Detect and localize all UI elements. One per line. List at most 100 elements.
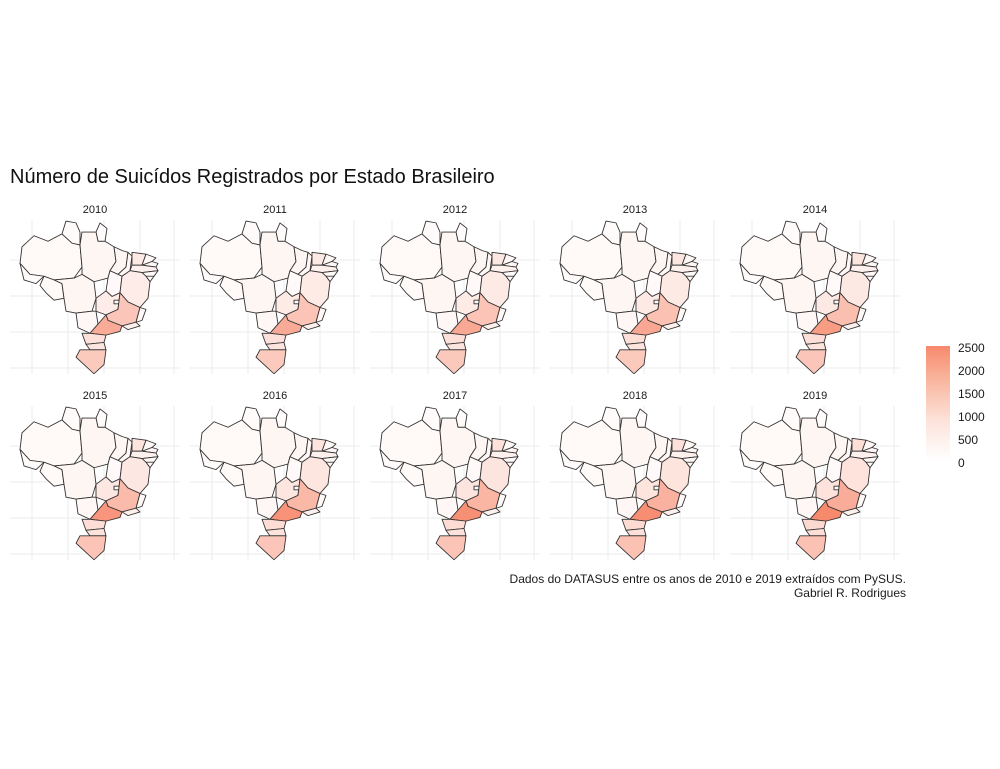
state-polygons xyxy=(19,220,159,375)
state-rr xyxy=(241,406,261,432)
state-ac xyxy=(559,448,585,471)
state-sp xyxy=(629,314,663,336)
state-ac xyxy=(199,262,225,285)
color-legend: 2500 2000 1500 1000 500 0 xyxy=(926,342,996,472)
state-pr xyxy=(801,518,827,531)
state-df xyxy=(833,299,840,305)
legend-tick-label: 1000 xyxy=(958,410,985,424)
state-rj xyxy=(481,507,501,517)
state-rj xyxy=(121,507,141,517)
state-rj xyxy=(841,321,861,331)
state-polygons xyxy=(739,406,879,561)
state-sp xyxy=(89,314,123,336)
facet-year-label: 2011 xyxy=(263,204,287,216)
brazil-map xyxy=(730,220,900,375)
state-sp xyxy=(269,314,303,336)
state-rj xyxy=(481,321,501,331)
state-es xyxy=(495,493,507,509)
map-panel-2015: 2015 xyxy=(10,388,180,561)
map-panel-2016: 2016 xyxy=(190,388,360,561)
state-sp xyxy=(89,500,123,522)
state-es xyxy=(855,493,867,509)
map-panel-2017: 2017 xyxy=(370,388,540,561)
state-df xyxy=(833,485,840,491)
caption-source: Dados do DATASUS entre os anos de 2010 e… xyxy=(509,572,906,586)
state-sp xyxy=(629,500,663,522)
state-rr xyxy=(601,406,621,432)
state-rr xyxy=(601,220,621,246)
state-rj xyxy=(841,507,861,517)
state-ac xyxy=(199,448,225,471)
state-sp xyxy=(449,314,483,336)
state-pr xyxy=(261,518,287,531)
map-panel-2018: 2018 xyxy=(550,388,720,561)
legend-tick-label: 1500 xyxy=(958,387,985,401)
state-polygons xyxy=(739,220,879,375)
state-rs xyxy=(615,535,647,561)
state-es xyxy=(675,307,687,323)
facet-year-label: 2016 xyxy=(262,390,288,402)
brazil-map xyxy=(730,406,900,561)
state-rr xyxy=(241,220,261,246)
state-pr xyxy=(81,518,107,531)
map-panel-2012: 2012 xyxy=(370,202,540,375)
state-df xyxy=(293,485,300,491)
facet-year-label: 2014 xyxy=(802,204,828,216)
legend-tick-label: 2000 xyxy=(958,364,985,378)
state-rr xyxy=(781,220,801,246)
state-polygons xyxy=(379,220,519,375)
state-rs xyxy=(75,349,107,375)
state-rr xyxy=(781,406,801,432)
state-rs xyxy=(255,349,287,375)
brazil-map xyxy=(550,220,720,375)
state-ac xyxy=(739,448,765,471)
state-es xyxy=(675,493,687,509)
state-pr xyxy=(621,332,647,345)
state-ac xyxy=(739,262,765,285)
state-rs xyxy=(615,349,647,375)
state-df xyxy=(113,299,120,305)
state-df xyxy=(473,485,480,491)
facet-year-label: 2015 xyxy=(82,390,108,402)
state-es xyxy=(135,307,147,323)
facet-year-label: 2012 xyxy=(442,204,468,216)
state-es xyxy=(855,307,867,323)
state-ac xyxy=(379,448,405,471)
brazil-map xyxy=(370,406,540,561)
legend-tick-label: 2500 xyxy=(958,341,985,355)
state-rs xyxy=(75,535,107,561)
facet-year-label: 2017 xyxy=(442,390,468,402)
state-polygons xyxy=(199,406,339,561)
state-ac xyxy=(19,262,45,285)
state-rs xyxy=(795,349,827,375)
state-rj xyxy=(301,507,321,517)
state-df xyxy=(473,299,480,305)
state-sp xyxy=(449,500,483,522)
state-rs xyxy=(255,535,287,561)
state-sp xyxy=(809,500,843,522)
state-ac xyxy=(379,262,405,285)
legend-tick-label: 500 xyxy=(958,433,979,447)
brazil-map xyxy=(10,220,180,375)
state-rs xyxy=(435,535,467,561)
state-es xyxy=(495,307,507,323)
state-es xyxy=(315,307,327,323)
state-polygons xyxy=(559,406,699,561)
state-es xyxy=(315,493,327,509)
state-polygons xyxy=(379,406,519,561)
state-pr xyxy=(261,332,287,345)
state-rr xyxy=(61,406,81,432)
state-rr xyxy=(61,220,81,246)
map-panel-2011: 2011 xyxy=(190,202,360,375)
state-rr xyxy=(421,406,441,432)
state-ac xyxy=(19,448,45,471)
state-ac xyxy=(559,262,585,285)
state-pr xyxy=(441,518,467,531)
map-panel-2013: 2013 xyxy=(550,202,720,375)
state-pr xyxy=(441,332,467,345)
state-sp xyxy=(269,500,303,522)
facet-year-label: 2010 xyxy=(82,204,108,216)
state-rs xyxy=(795,535,827,561)
state-df xyxy=(653,299,660,305)
